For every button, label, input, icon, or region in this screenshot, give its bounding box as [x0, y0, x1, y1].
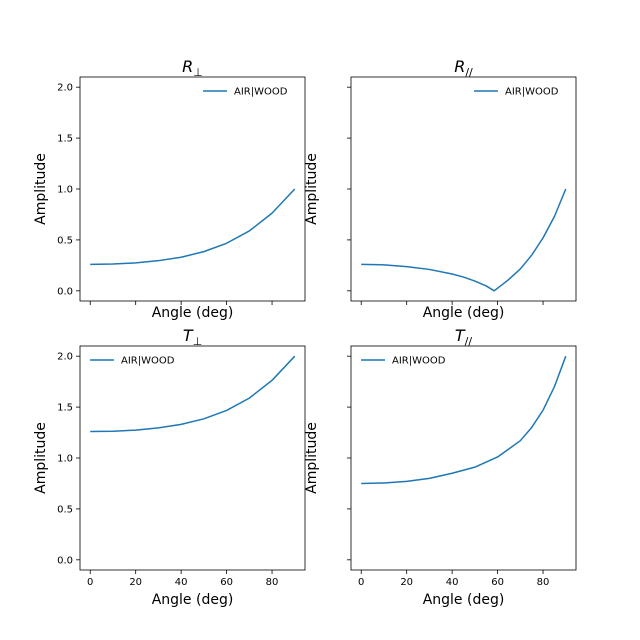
axes-frame [79, 345, 306, 571]
y-tick-label: 1.0 [57, 185, 73, 196]
x-axis-label: Angle (deg) [152, 592, 234, 608]
subplot-title-subscript: // [465, 66, 473, 79]
x-tick-label: 20 [400, 577, 413, 588]
x-axis-label: Angle (deg) [152, 305, 234, 321]
subplot-title-subscript: ⊥ [193, 335, 203, 348]
x-tick-label: 40 [446, 577, 459, 588]
series-line [361, 355, 567, 485]
y-tick-label: 0.0 [57, 555, 73, 566]
subplot-title-main: R [182, 57, 193, 76]
y-tick-label: 0.5 [57, 504, 73, 515]
subplot-title: R⊥ [182, 57, 203, 79]
legend-entry: AIR|WOOD [121, 356, 175, 367]
subplot-title: T⊥ [183, 326, 202, 348]
x-tick-label: 80 [266, 577, 279, 588]
subplot-title-subscript: ⊥ [193, 66, 203, 79]
axes-frame [79, 76, 306, 302]
series-line [90, 188, 296, 266]
y-tick-label: 0.5 [57, 235, 73, 246]
legend-entry: AIR|WOOD [392, 356, 446, 367]
subplot-title: R// [454, 57, 473, 79]
y-tick-label: 1.0 [57, 454, 73, 465]
subplot-1: 0.0 0.5 1.0 1.5 2.0 Angle (deg) Amplitude R⊥ AIR… [33, 57, 306, 321]
subplot-title-subscript: // [465, 335, 473, 348]
y-axis-label: Amplitude [33, 422, 49, 494]
legend-entry: AIR|WOOD [505, 87, 559, 98]
series-line [90, 355, 296, 433]
y-axis-label: Amplitude [304, 153, 320, 225]
legend-entry: AIR|WOOD [234, 87, 288, 98]
series-line [361, 188, 567, 292]
x-tick-label: 20 [129, 577, 142, 588]
subplot-3: 0 20 40 60 80 0.0 0.5 1.0 1.5 2.0 Angle (deg) Ampli… [33, 326, 306, 608]
x-tick-label: 60 [491, 577, 504, 588]
axes-frame [350, 345, 577, 571]
axes-frame [350, 76, 577, 302]
subplot-title-main: T [455, 326, 466, 345]
y-tick-label: 0.0 [57, 286, 73, 297]
y-tick-label: 1.5 [57, 403, 73, 414]
subplot-title-main: R [454, 57, 465, 76]
subplot-title: T// [455, 326, 472, 348]
x-tick-label: 0 [87, 577, 93, 588]
y-tick-label: 2.0 [57, 83, 73, 94]
x-tick-label: 0 [358, 577, 364, 588]
x-tick-label: 40 [175, 577, 188, 588]
subplot-4: 0 20 40 60 80 Angle (deg) Amplitude T// AIR|WOOD [304, 326, 577, 608]
x-tick-label: 60 [220, 577, 233, 588]
y-tick-label: 1.5 [57, 134, 73, 145]
y-axis-label: Amplitude [33, 153, 49, 225]
x-axis-label: Angle (deg) [423, 592, 505, 608]
subplot-2: Angle (deg) Amplitude R// AIR|WOOD [304, 57, 577, 321]
y-tick-label: 2.0 [57, 352, 73, 363]
x-axis-label: Angle (deg) [423, 305, 505, 321]
subplot-title-main: T [183, 326, 194, 345]
y-axis-label: Amplitude [304, 422, 320, 494]
x-tick-label: 80 [537, 577, 550, 588]
